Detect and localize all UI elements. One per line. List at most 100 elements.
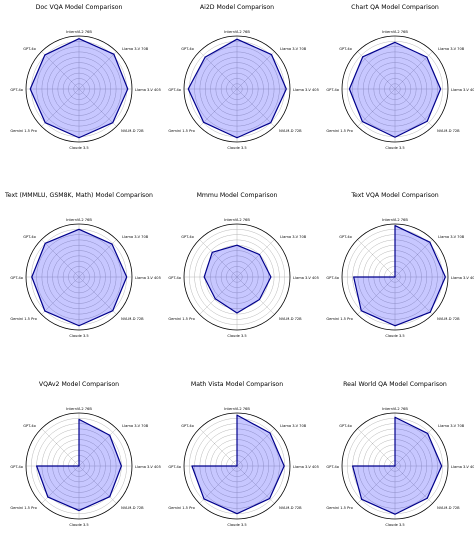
- radar-plot: InternVL2 76B Llama 3-V 70B Llama 3-V 405 N…: [326, 407, 474, 527]
- axis-label: InternVL2 76B: [224, 218, 250, 222]
- grid-spoke: [41, 88, 80, 127]
- axis-label: Gemini 1.5 Pro: [168, 506, 194, 510]
- chart-title: Math Vista Model Comparison: [190, 381, 284, 388]
- axis-label: Llama 3-V 405: [135, 88, 161, 92]
- grid-spoke: [199, 428, 238, 467]
- grid-spoke: [78, 239, 117, 278]
- radar-plot: InternVL2 76B Llama 3-V 70B Llama 3-V 405 N…: [10, 218, 161, 338]
- radar-panel: Real World QA Model Comparison InternVL2 …: [316, 377, 474, 555]
- axis-label: Llama 3-V 405: [135, 465, 161, 469]
- axis-label: Claude 3.5: [385, 146, 404, 150]
- radar-chart-grid: Doc VQA Model Comparison InternVL2 76B Lla…: [0, 0, 474, 527]
- chart-title: Doc VQA Model Comparison: [35, 4, 123, 11]
- axis-label: GPT-4o: [181, 47, 194, 51]
- axis-label: NVLM-D 72B: [437, 129, 460, 133]
- radar-plot: InternVL2 76B Llama 3-V 70B Llama 3-V 405 N…: [10, 407, 161, 527]
- axis-label: GPT-4o: [10, 465, 23, 469]
- radar-panel: Text VQA Model Comparison InternVL2 76B Ll…: [316, 188, 474, 366]
- axis-label: Claude 3.5: [385, 523, 404, 527]
- axis-label: Gemini 1.5 Pro: [10, 506, 36, 510]
- radar-plot: InternVL2 76B Llama 3-V 70B Llama 3-V 405 N…: [10, 30, 161, 150]
- axis-label: NVLM-D 72B: [121, 317, 144, 321]
- axis-label: Claude 3.5: [69, 146, 88, 150]
- axis-label: Claude 3.5: [385, 334, 404, 338]
- axis-label: Llama 3-V 405: [451, 276, 474, 280]
- axis-label: InternVL2 76B: [382, 407, 408, 411]
- radar-plot: InternVL2 76B Llama 3-V 70B Llama 3-V 405 N…: [168, 218, 319, 338]
- chart-title: Mmmu Model Comparison: [196, 192, 278, 199]
- axis-label: Gemini 1.5 Pro: [326, 317, 352, 321]
- axis-label: NVLM-D 72B: [121, 506, 144, 510]
- axis-label: GPT-4o: [326, 88, 339, 92]
- grid-spoke: [78, 276, 117, 315]
- grid-spoke: [357, 428, 396, 467]
- grid-spoke: [236, 239, 275, 278]
- series-area: [203, 244, 272, 314]
- series-area: [348, 41, 442, 138]
- grid-spoke: [78, 88, 117, 127]
- axis-label: GPT-4o: [10, 276, 23, 280]
- axis-label: InternVL2 76B: [382, 218, 408, 222]
- grid-spoke: [78, 428, 117, 467]
- axis-label: NVLM-D 72B: [279, 506, 302, 510]
- grid-spoke: [41, 428, 80, 467]
- series-area: [191, 414, 285, 515]
- grid-spoke: [394, 428, 433, 467]
- grid-spoke: [394, 51, 433, 90]
- polar-frame: [25, 35, 133, 143]
- chart-title: Text (MMMLU, GSM8K, Math) Model Comparis…: [5, 192, 153, 199]
- axis-label: NVLM-D 72B: [437, 506, 460, 510]
- radar-plot: InternVL2 76B Llama 3-V 70B Llama 3-V 405 N…: [326, 30, 474, 150]
- grid-spoke: [236, 465, 275, 504]
- axis-label: InternVL2 76B: [382, 30, 408, 34]
- axis-label: Claude 3.5: [69, 523, 88, 527]
- axis-label: Llama 3-V 405: [451, 465, 474, 469]
- axis-label: InternVL2 76B: [224, 30, 250, 34]
- axis-label: InternVL2 76B: [66, 30, 92, 34]
- axis-label: Gemini 1.5 Pro: [10, 129, 36, 133]
- grid-spoke: [394, 239, 433, 278]
- polar-frame: [25, 412, 133, 520]
- grid-spoke: [236, 428, 275, 467]
- axis-label: Llama 3-V 405: [451, 88, 474, 92]
- axis-label: Gemini 1.5 Pro: [10, 317, 36, 321]
- polar-frame: [25, 223, 133, 331]
- grid-spoke: [357, 239, 396, 278]
- polar-frame: [183, 412, 291, 520]
- grid-spoke: [357, 276, 396, 315]
- series-area: [29, 38, 129, 139]
- axis-label: GPT-4o: [339, 235, 352, 239]
- axis-label: GPT-4o: [168, 276, 181, 280]
- axis-label: GPT-4o: [10, 88, 23, 92]
- series-area: [351, 416, 443, 515]
- axis-label: Llama 3-V 405: [293, 465, 319, 469]
- axis-label: NVLM-D 72B: [279, 317, 302, 321]
- axis-label: GPT-4o: [23, 424, 36, 428]
- grid-spoke: [394, 88, 433, 127]
- axis-label: Gemini 1.5 Pro: [168, 317, 194, 321]
- grid-spoke: [199, 51, 238, 90]
- chart-title: Ai2D Model Comparison: [199, 4, 275, 11]
- grid-spoke: [41, 51, 80, 90]
- axis-label: Llama 3-V 70B: [280, 235, 307, 239]
- axis-label: Claude 3.5: [227, 146, 246, 150]
- axis-label: InternVL2 76B: [66, 407, 92, 411]
- axis-label: Llama 3-V 70B: [438, 235, 465, 239]
- axis-label: Llama 3-V 405: [135, 276, 161, 280]
- radar-plot: InternVL2 76B Llama 3-V 70B Llama 3-V 405 N…: [168, 407, 319, 527]
- axis-label: Gemini 1.5 Pro: [326, 506, 352, 510]
- series-area: [31, 228, 128, 327]
- axis-label: Claude 3.5: [227, 523, 246, 527]
- axis-label: Gemini 1.5 Pro: [168, 129, 194, 133]
- polar-frame: [341, 35, 449, 143]
- radar-panel: Math Vista Model Comparison InternVL2 76B…: [158, 377, 319, 555]
- polar-frame: [183, 35, 291, 143]
- axis-label: GPT-4o: [168, 465, 181, 469]
- axis-label: GPT-4o: [23, 235, 36, 239]
- chart-title: Chart QA Model Comparison: [351, 4, 439, 11]
- axis-label: NVLM-D 72B: [279, 129, 302, 133]
- grid-spoke: [199, 465, 238, 504]
- axis-label: GPT-4o: [326, 465, 339, 469]
- grid-spoke: [41, 276, 80, 315]
- radar-panel: Doc VQA Model Comparison InternVL2 76B Lla…: [0, 0, 161, 178]
